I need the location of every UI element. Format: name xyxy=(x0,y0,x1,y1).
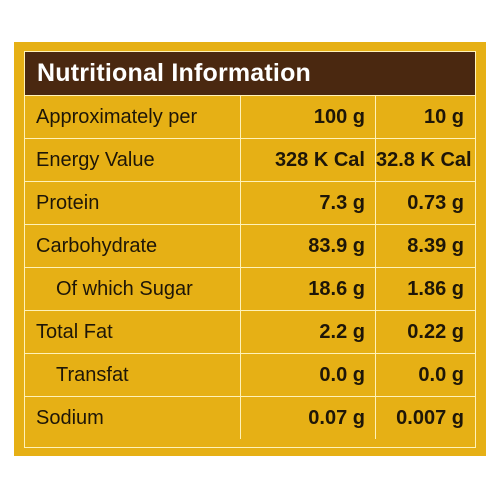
value-per-100g: 7.3 g xyxy=(241,182,376,224)
row-label: Transfat xyxy=(24,354,241,396)
row-label: Of which Sugar xyxy=(24,268,241,310)
value-per-serving: 0.007 g xyxy=(396,407,464,429)
table-row: Protein 7.3 g 0.73 g xyxy=(24,182,476,225)
table-row: Total Fat 2.2 g 0.22 g xyxy=(24,311,476,354)
value-per-serving: 8.39 g xyxy=(407,235,464,257)
row-label: Total Fat xyxy=(24,311,241,353)
value-per-100g: 2.2 g xyxy=(241,311,376,353)
value-per-serving: 0.0 g xyxy=(418,364,464,386)
row-label: Carbohydrate xyxy=(24,225,241,267)
value-per-100g: 83.9 g xyxy=(241,225,376,267)
row-label: Energy Value xyxy=(24,139,241,181)
table-row: Of which Sugar 18.6 g 1.86 g xyxy=(24,268,476,311)
table-row: Sodium 0.07 g 0.007 g xyxy=(24,397,476,440)
nutrition-panel: Nutritional Information Approximately pe… xyxy=(14,42,486,456)
table-row: Approximately per 100 g 10 g xyxy=(24,96,476,139)
table-header: Nutritional Information xyxy=(24,51,476,96)
value-per-serving: 10 g xyxy=(423,106,464,128)
page-title: Nutritional Information xyxy=(37,59,312,87)
row-label: Sodium xyxy=(24,397,241,439)
row-label: Approximately per xyxy=(24,96,241,138)
value-per-serving: 0.73 g xyxy=(407,192,464,214)
value-per-100g: 328 K Cal xyxy=(241,139,376,181)
value-per-serving: 32.8 K Cal xyxy=(376,149,472,171)
value-per-serving: 1.86 g xyxy=(407,278,464,300)
value-per-100g: 100 g xyxy=(241,96,376,138)
value-per-100g: 18.6 g xyxy=(241,268,376,310)
row-label: Protein xyxy=(24,182,241,224)
value-per-serving: 0.22 g xyxy=(407,321,464,343)
table-row: Energy Value 328 K Cal 32.8 K Cal xyxy=(24,139,476,182)
table-row: Carbohydrate 83.9 g 8.39 g xyxy=(24,225,476,268)
table-row: Transfat 0.0 g 0.0 g xyxy=(24,354,476,397)
value-per-100g: 0.07 g xyxy=(241,397,376,439)
value-per-100g: 0.0 g xyxy=(241,354,376,396)
